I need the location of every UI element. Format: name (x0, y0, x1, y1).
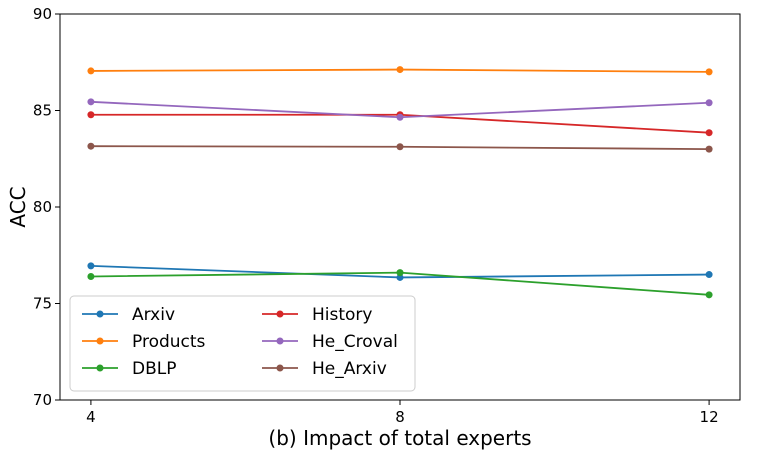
legend-label: He_Arxiv (312, 359, 387, 379)
data-point-history (87, 111, 95, 119)
legend-label: Products (132, 332, 206, 352)
data-point-he-arxiv (87, 142, 95, 150)
legend-marker (96, 310, 104, 318)
plot-area (87, 66, 713, 299)
y-tick-label: 80 (33, 198, 52, 216)
legend-label: He_Croval (312, 332, 398, 352)
data-point-he-arxiv (396, 143, 404, 151)
data-point-dblp (87, 272, 95, 280)
data-point-dblp (705, 291, 713, 299)
data-point-arxiv (705, 271, 713, 279)
data-point-products (705, 68, 713, 76)
data-point-he-croval (396, 113, 404, 121)
x-tick-label: 8 (395, 408, 405, 426)
data-point-products (396, 66, 404, 74)
y-axis-label: ACC (6, 186, 30, 227)
x-tick-label: 12 (700, 408, 719, 426)
data-point-he-croval (705, 99, 713, 107)
legend: Arxiv Products DBLP History He_Croval He_Arxi… (69, 295, 416, 392)
x-tick-label: 4 (86, 408, 96, 426)
y-tick-label: 70 (33, 391, 52, 409)
legend-box (69, 295, 416, 392)
legend-marker (276, 337, 284, 345)
y-tick-label: 85 (33, 102, 52, 120)
data-point-dblp (396, 269, 404, 277)
legend-marker (96, 364, 104, 372)
data-point-arxiv (396, 273, 404, 281)
y-axis: 70 75 80 85 90 (33, 5, 60, 409)
legend-label: History (312, 305, 372, 325)
y-tick-label: 75 (33, 295, 52, 313)
data-point-arxiv (87, 262, 95, 270)
data-point-he-arxiv (705, 145, 713, 153)
legend-marker (96, 337, 104, 345)
legend-label: DBLP (132, 359, 176, 379)
legend-marker (276, 364, 284, 372)
data-point-he-croval (87, 98, 95, 106)
y-tick-label: 90 (33, 5, 52, 23)
legend-marker (276, 310, 284, 318)
x-axis-label: (b) Impact of total experts (268, 426, 531, 450)
data-point-history (705, 129, 713, 137)
data-point-products (87, 67, 95, 75)
x-axis: 4 8 12 (86, 400, 719, 426)
legend-label: Arxiv (132, 305, 175, 325)
